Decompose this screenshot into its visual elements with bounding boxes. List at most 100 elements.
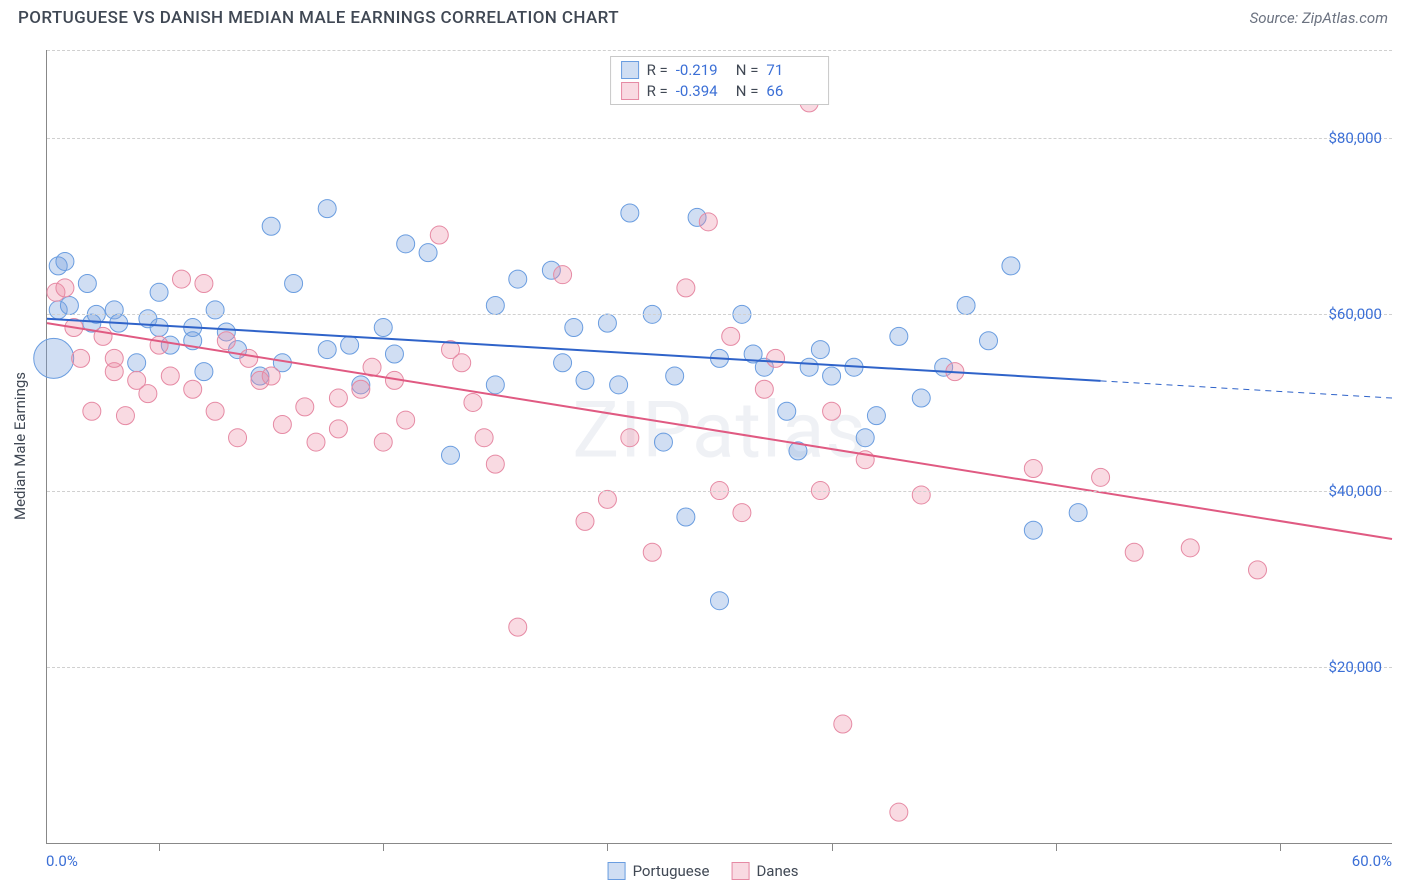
scatter-point-danes [576, 512, 594, 530]
scatter-point-portuguese [867, 407, 885, 425]
gridline [47, 138, 1392, 139]
scatter-point-danes [329, 389, 347, 407]
scatter-point-danes [116, 407, 134, 425]
x-tick [159, 843, 160, 851]
legend-label-danes: Danes [756, 862, 798, 880]
scatter-point-danes [486, 455, 504, 473]
scatter-point-danes [56, 279, 74, 297]
scatter-point-portuguese [890, 327, 908, 345]
scatter-point-danes [206, 402, 224, 420]
r-value-danes: -0.394 [676, 82, 728, 100]
scatter-point-danes [374, 433, 392, 451]
scatter-point-danes [195, 274, 213, 292]
scatter-point-portuguese [621, 204, 639, 222]
scatter-point-danes [217, 332, 235, 350]
scatter-point-danes [733, 504, 751, 522]
legend-swatch-portuguese [621, 61, 639, 79]
scatter-point-portuguese [442, 446, 460, 464]
scatter-point-portuguese [1002, 257, 1020, 275]
legend-label-portuguese: Portuguese [633, 862, 710, 880]
scatter-point-danes [296, 398, 314, 416]
scatter-point-portuguese [856, 429, 874, 447]
scatter-point-danes [890, 803, 908, 821]
scatter-point-portuguese [150, 319, 168, 337]
scatter-point-portuguese [56, 252, 74, 270]
scatter-point-danes [329, 420, 347, 438]
scatter-point-danes [643, 543, 661, 561]
scatter-point-danes [1249, 561, 1267, 579]
y-tick-label: $80,000 [1328, 129, 1382, 147]
legend-item-danes: Danes [731, 862, 798, 880]
r-label: R = [647, 82, 668, 100]
scatter-point-danes [273, 415, 291, 433]
scatter-svg [47, 50, 1392, 843]
scatter-point-danes [397, 411, 415, 429]
scatter-point-portuguese [811, 341, 829, 359]
scatter-point-portuguese [823, 367, 841, 385]
scatter-point-portuguese [34, 338, 74, 378]
scatter-point-danes [229, 429, 247, 447]
scatter-point-portuguese [486, 376, 504, 394]
scatter-point-portuguese [554, 354, 572, 372]
scatter-point-danes [150, 336, 168, 354]
n-value-danes: 66 [766, 82, 818, 100]
scatter-point-portuguese [778, 402, 796, 420]
series-legend: Portuguese Danes [608, 862, 799, 880]
source-attribution: Source: ZipAtlas.com [1250, 9, 1388, 27]
x-tick [607, 843, 608, 851]
scatter-point-danes [1092, 468, 1110, 486]
gridline [47, 314, 1392, 315]
trend-line-dashed-portuguese [1101, 381, 1392, 398]
scatter-point-portuguese [677, 508, 695, 526]
scatter-point-danes [1024, 460, 1042, 478]
x-tick [1056, 843, 1057, 851]
scatter-point-portuguese [1024, 521, 1042, 539]
scatter-point-danes [598, 490, 616, 508]
scatter-point-portuguese [374, 319, 392, 337]
scatter-point-portuguese [654, 433, 672, 451]
scatter-point-danes [262, 367, 280, 385]
scatter-point-danes [1181, 539, 1199, 557]
scatter-point-danes [912, 486, 930, 504]
scatter-point-portuguese [318, 200, 336, 218]
correlation-legend: R = -0.219 N = 71 R = -0.394 N = 66 [610, 56, 830, 105]
legend-swatch-danes [731, 862, 749, 880]
scatter-point-danes [184, 380, 202, 398]
scatter-point-danes [554, 266, 572, 284]
scatter-point-danes [161, 367, 179, 385]
x-tick [1280, 843, 1281, 851]
scatter-point-portuguese [509, 270, 527, 288]
scatter-point-portuguese [285, 274, 303, 292]
n-value-portuguese: 71 [766, 61, 818, 79]
scatter-point-portuguese [60, 297, 78, 315]
scatter-point-portuguese [1069, 504, 1087, 522]
gridline [47, 50, 1392, 51]
scatter-point-portuguese [666, 367, 684, 385]
scatter-point-danes [453, 354, 471, 372]
scatter-point-portuguese [598, 314, 616, 332]
scatter-point-portuguese [206, 301, 224, 319]
scatter-point-danes [1125, 543, 1143, 561]
scatter-point-danes [677, 279, 695, 297]
scatter-point-danes [307, 433, 325, 451]
scatter-point-danes [83, 402, 101, 420]
scatter-point-portuguese [78, 274, 96, 292]
scatter-point-portuguese [341, 336, 359, 354]
r-value-portuguese: -0.219 [676, 61, 728, 79]
scatter-point-portuguese [486, 297, 504, 315]
legend-row-portuguese: R = -0.219 N = 71 [621, 61, 819, 79]
scatter-point-danes [823, 402, 841, 420]
scatter-point-portuguese [957, 297, 975, 315]
scatter-point-portuguese [800, 358, 818, 376]
scatter-point-portuguese [610, 376, 628, 394]
scatter-point-portuguese [912, 389, 930, 407]
scatter-point-danes [430, 226, 448, 244]
scatter-point-danes [509, 618, 527, 636]
scatter-point-portuguese [711, 592, 729, 610]
scatter-point-portuguese [262, 217, 280, 235]
scatter-point-portuguese [150, 283, 168, 301]
x-axis-start-label: 0.0% [46, 852, 78, 870]
scatter-point-danes [94, 327, 112, 345]
r-label: R = [647, 61, 668, 79]
scatter-point-danes [767, 349, 785, 367]
